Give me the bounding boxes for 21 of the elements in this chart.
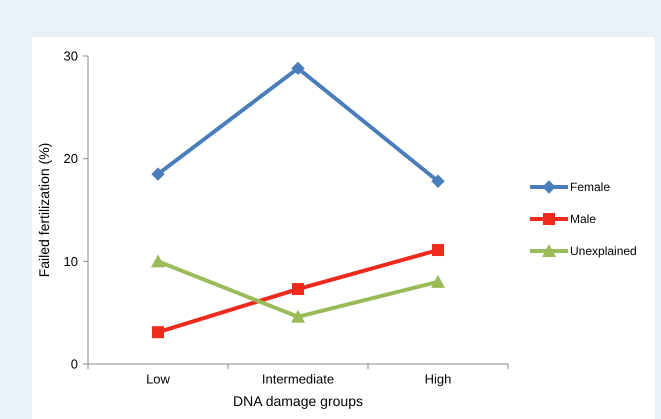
- y-tick-label: 30: [64, 48, 78, 64]
- x-tick-label: High: [424, 372, 452, 387]
- point: [432, 244, 444, 256]
- point: [431, 274, 445, 288]
- point: [152, 326, 164, 338]
- x-tick-label: Low: [146, 372, 171, 387]
- point: [152, 168, 164, 181]
- x-axis-title: DNA damage groups: [233, 392, 363, 409]
- y-tick-label: 20: [64, 151, 78, 166]
- point: [432, 174, 444, 188]
- y-axis-title: Failed fertilization (%): [36, 142, 52, 278]
- point: [151, 254, 165, 268]
- point: [292, 62, 304, 75]
- point: [291, 310, 305, 323]
- legend-label: Male: [570, 212, 596, 226]
- x-tick-label: Intermediate: [262, 372, 334, 387]
- y-tick-label: 0: [70, 356, 78, 372]
- point: [292, 283, 304, 296]
- legend-label: Unexplained: [570, 244, 637, 258]
- y-tick-label: 10: [64, 254, 78, 269]
- legend-label: Female: [570, 180, 610, 194]
